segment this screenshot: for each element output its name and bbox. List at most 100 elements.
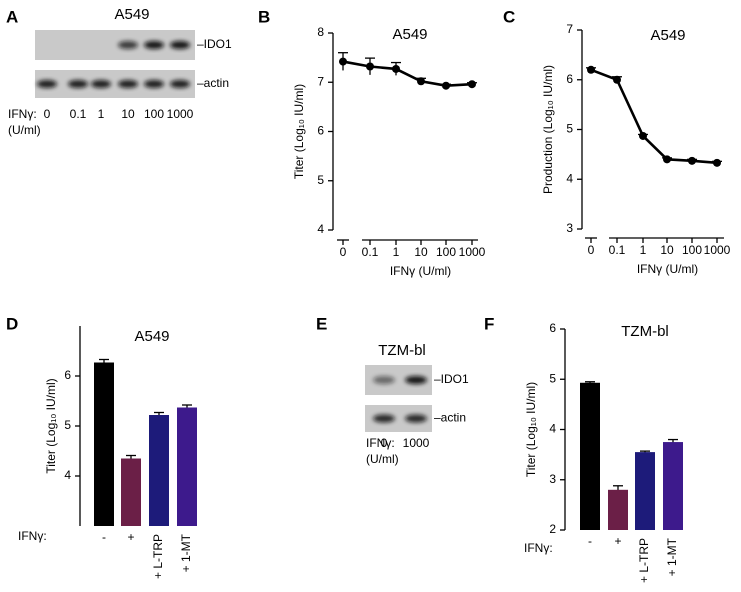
data-point	[366, 62, 374, 71]
unit-label: (U/ml)	[366, 452, 399, 466]
x-tick-label: 0.1	[362, 245, 379, 259]
x-tick-label: 0	[340, 245, 347, 259]
bar	[94, 362, 114, 526]
y-axis-label: Production (Log₁₀ IU/ml)	[541, 65, 555, 194]
y-tick-label: 6	[317, 124, 324, 138]
bar	[121, 458, 141, 526]
x-tick-label: 0	[588, 243, 595, 257]
data-point	[713, 158, 721, 167]
x-tick-label: 1000	[459, 245, 486, 259]
y-tick-label: 5	[549, 371, 556, 385]
y-tick-label: 5	[64, 418, 71, 432]
panel-label: E	[316, 314, 327, 333]
dose-label: 0	[381, 436, 388, 450]
blot-band	[405, 414, 427, 423]
y-axis-label: Titer (Log₁₀ IU/ml)	[524, 382, 538, 477]
blot-band	[170, 41, 190, 49]
series-line	[590, 68, 718, 165]
treatment-label: IFNγ:	[8, 107, 37, 121]
chart-title: TZM-bl	[621, 323, 669, 340]
x-tick-label: 1	[640, 243, 647, 257]
x-tick-label: +	[127, 530, 134, 544]
chart-title: A549	[650, 27, 685, 44]
data-point	[417, 77, 425, 86]
dose-label: 1000	[167, 107, 194, 121]
x-tick-label: 100	[436, 245, 456, 259]
panel-label: F	[484, 314, 494, 333]
blot-band	[373, 376, 395, 384]
data-point	[639, 131, 647, 140]
dose-label: 0.1	[70, 107, 87, 121]
bar	[149, 415, 169, 526]
y-tick-label: 4	[317, 222, 324, 236]
y-tick-label: 6	[549, 321, 556, 335]
band-label: –actin	[434, 411, 466, 425]
blot-band	[144, 41, 164, 49]
y-tick-label: 5	[566, 122, 573, 136]
x-tick-label: + 1-MT	[665, 537, 679, 576]
blot-band	[91, 80, 111, 88]
panel-label: D	[6, 314, 18, 333]
blot-membrane	[35, 70, 195, 98]
dose-label: 1	[98, 107, 105, 121]
x-axis-label: IFNγ (U/ml)	[390, 264, 451, 278]
panel-label: A	[6, 7, 18, 26]
x-tick-label: -	[588, 534, 592, 548]
x-tick-label: 100	[682, 243, 702, 257]
row-label: IFNγ:	[18, 529, 47, 543]
y-tick-label: 4	[64, 468, 71, 482]
row-label: IFNγ:	[524, 541, 553, 555]
bar	[608, 489, 628, 530]
x-tick-label: + 1-MT	[179, 533, 193, 572]
data-point	[587, 65, 595, 74]
y-tick-label: 3	[566, 221, 573, 235]
y-tick-label: 2	[549, 522, 556, 536]
bar	[580, 382, 600, 530]
x-tick-label: 10	[414, 245, 428, 259]
unit-label: (U/ml)	[8, 123, 41, 137]
dose-label: 10	[121, 107, 135, 121]
y-tick-label: 3	[549, 472, 556, 486]
blot-band	[68, 80, 88, 88]
data-point	[663, 155, 671, 164]
chart-title: A549	[134, 328, 169, 345]
y-axis-label: Titer (Log₁₀ IU/ml)	[44, 378, 58, 473]
chart-title: A549	[392, 26, 427, 43]
data-point	[468, 80, 476, 89]
blot-band	[373, 414, 395, 423]
data-point	[613, 75, 621, 84]
data-point	[339, 57, 347, 66]
blot-band	[405, 376, 427, 384]
y-tick-label: 7	[317, 74, 324, 88]
y-axis-label: Titer (Log₁₀ IU/ml)	[292, 84, 306, 179]
y-tick-label: 4	[549, 422, 556, 436]
y-tick-label: 6	[566, 72, 573, 86]
blot-membrane	[35, 30, 195, 60]
blot-band	[37, 80, 57, 88]
x-tick-label: 1	[393, 245, 400, 259]
x-tick-label: 1000	[704, 243, 731, 257]
band-label: –IDO1	[197, 37, 232, 51]
blot-band	[118, 80, 138, 88]
blot-band	[118, 41, 138, 49]
y-tick-label: 6	[64, 368, 71, 382]
x-tick-label: + L-TRP	[151, 534, 165, 579]
blot-title: TZM-bl	[378, 342, 426, 359]
bar	[635, 452, 655, 530]
panel-label: B	[258, 7, 270, 26]
data-point	[688, 156, 696, 165]
x-tick-label: + L-TRP	[637, 538, 651, 583]
x-tick-label: 0.1	[609, 243, 626, 257]
treatment-label: IFNγ:	[366, 436, 395, 450]
x-tick-label: -	[102, 530, 106, 544]
bar	[663, 442, 683, 530]
y-tick-label: 5	[317, 173, 324, 187]
band-label: –actin	[197, 76, 229, 90]
series-line	[342, 60, 473, 88]
x-tick-label: 10	[660, 243, 674, 257]
band-label: –IDO1	[434, 372, 469, 386]
dose-label: 1000	[403, 436, 430, 450]
bar	[177, 407, 197, 526]
dose-label: 100	[144, 107, 164, 121]
